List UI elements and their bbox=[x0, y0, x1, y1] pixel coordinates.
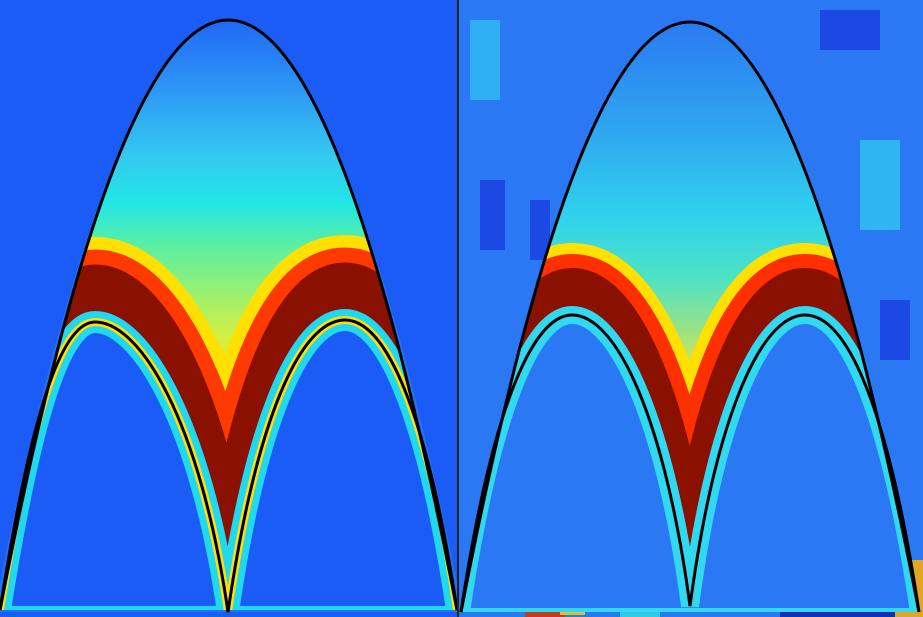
left-panel bbox=[0, 0, 457, 617]
outer-curve bbox=[459, 20, 921, 613]
inner-curve bbox=[459, 313, 921, 613]
right-panel bbox=[459, 0, 923, 617]
outer-curve bbox=[0, 18, 457, 611]
inner-curve bbox=[0, 318, 457, 613]
divider bbox=[457, 0, 459, 617]
